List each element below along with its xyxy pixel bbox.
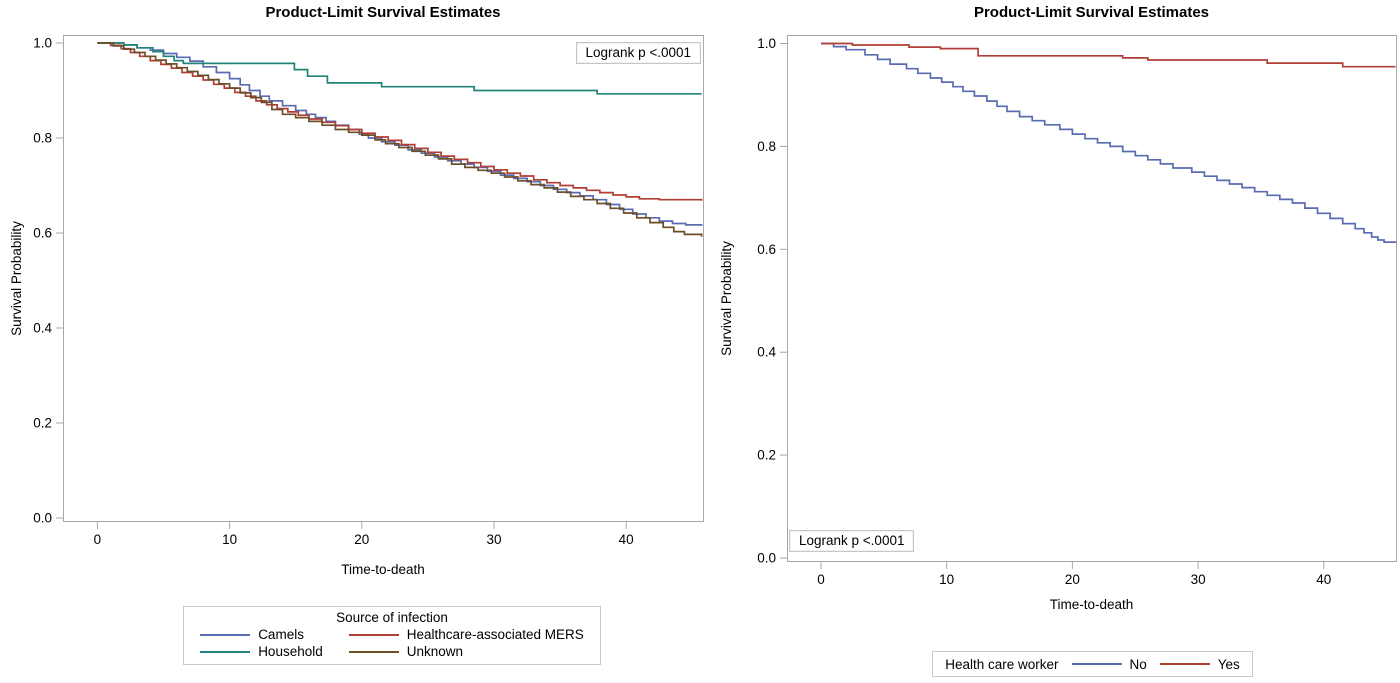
legend-label: Unknown — [406, 644, 464, 659]
y-tick-label: 0.0 — [757, 551, 776, 566]
survival-curve-unknown — [97, 42, 703, 237]
y-tick-label: 0.6 — [33, 226, 52, 241]
y-tick-label: 0.4 — [33, 321, 52, 336]
x-tick-label: 40 — [1316, 572, 1331, 587]
legend-entry-unknown: Unknown — [348, 644, 584, 659]
legend-entry-healthcare-associated-mers: Healthcare-associated MERS — [348, 627, 584, 642]
y-tick-label: 0.2 — [757, 448, 776, 463]
household-line-swatch — [200, 650, 251, 653]
x-tick-label: 20 — [1065, 572, 1080, 587]
survival-chart-source-of-infection: Product-Limit Survival Estimates Surviva… — [9, 4, 704, 665]
x-tick-label: 0 — [817, 572, 825, 587]
y-tick-label: 0.6 — [757, 242, 776, 257]
y-tick-label: 0.4 — [757, 345, 776, 360]
unknown-line-swatch — [348, 650, 399, 653]
legend-entry-household: Household — [200, 644, 323, 659]
legend-label: Camels — [258, 627, 304, 642]
y-tick-label: 0.8 — [757, 139, 776, 154]
survival-curve-no — [821, 42, 1397, 244]
chart-title: Product-Limit Survival Estimates — [973, 4, 1210, 21]
x-tick-label: 30 — [1191, 572, 1206, 587]
legend-title: Source of infection — [336, 610, 448, 625]
legend-entry-camels: Camels — [200, 627, 323, 642]
x-axis-label: Time-to-death — [1049, 597, 1134, 612]
yes-line-swatch — [1159, 663, 1210, 665]
x-tick-label: 40 — [619, 532, 634, 547]
survival-curve-yes — [821, 42, 1396, 68]
legend-label: No — [1129, 656, 1147, 672]
plot-frame — [787, 35, 1397, 562]
survival-chart-health-care-worker: Product-Limit Survival Estimates Surviva… — [710, 0, 1400, 683]
plot-frame — [63, 35, 704, 522]
y-tick-label: 0.8 — [33, 131, 52, 146]
plot-area: 0 10 20 30 40 0.0 0.2 0.4 0.6 0.8 1.0 — [33, 35, 704, 547]
logrank-annotation: Logrank p <.0001 — [789, 530, 915, 552]
legend-label: Healthcare-associated MERS — [406, 627, 584, 642]
y-tick-label: 1.0 — [757, 36, 776, 51]
camels-line-swatch — [200, 633, 251, 636]
legend-source-of-infection: Source of infection Camels Healthcare-as… — [183, 606, 601, 665]
x-tick-label: 10 — [939, 572, 954, 587]
y-tick-label: 0.2 — [33, 416, 52, 431]
y-tick-label: 1.0 — [33, 36, 52, 51]
plot-area: 0 10 20 30 40 0.0 0.2 0.4 0.6 0.8 1.0 — [757, 35, 1397, 587]
legend-health-care-worker: Health care worker No Yes — [932, 651, 1253, 677]
legend-label: Yes — [1217, 656, 1240, 672]
healthcare-associated-mers-line-swatch — [348, 633, 399, 636]
legend-entry-yes: Yes — [1159, 656, 1240, 672]
survival-curve-household — [97, 42, 702, 95]
legend-entries: Camels Healthcare-associated MERS Househ… — [188, 627, 596, 659]
legend-label: Household — [258, 644, 323, 659]
logrank-annotation: Logrank p <.0001 — [575, 42, 701, 64]
y-tick-label: 0.0 — [33, 511, 52, 526]
chart-title: Product-Limit Survival Estimates — [265, 4, 501, 21]
x-tick-label: 0 — [94, 532, 102, 547]
x-tick-label: 10 — [222, 532, 237, 547]
legend-entry-no: No — [1071, 656, 1147, 672]
x-axis-label: Time-to-death — [341, 562, 425, 577]
x-tick-label: 20 — [354, 532, 369, 547]
survival-curve-healthcare-associated-mers — [97, 42, 703, 201]
legend-title: Health care worker — [945, 656, 1059, 672]
no-line-swatch — [1071, 663, 1122, 665]
x-tick-label: 30 — [486, 532, 501, 547]
